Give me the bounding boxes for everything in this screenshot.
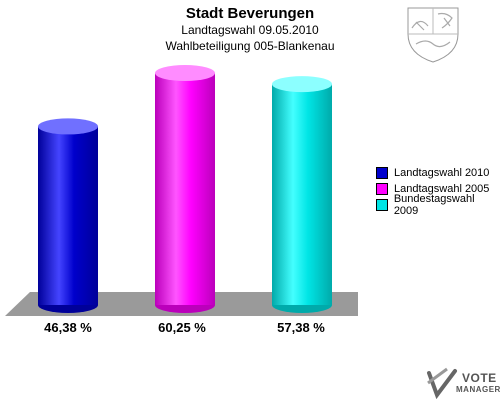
legend-item: Bundestagswahl 2009 — [376, 193, 500, 217]
coat-of-arms-icon — [407, 7, 459, 63]
chart-subtitle-election: Landtagswahl 09.05.2010 — [181, 23, 319, 37]
bars-group — [38, 65, 332, 313]
data-label: 57,38 % — [277, 320, 325, 335]
legend-swatch — [376, 167, 388, 179]
legend-label: Landtagswahl 2005 — [394, 183, 490, 195]
bar-top — [38, 118, 98, 135]
legend-item: Landtagswahl 2010 — [376, 165, 500, 181]
chart-title: Stadt Beverungen — [185, 5, 315, 22]
logo-text-manager: MANAGER — [456, 385, 500, 394]
bar-2 — [155, 65, 215, 313]
logo-text-vote: VOTE — [462, 371, 497, 385]
data-label: 46,38 % — [44, 320, 92, 335]
bar-1 — [38, 118, 98, 313]
legend-swatch — [376, 199, 388, 211]
legend-swatch — [376, 183, 388, 195]
bar-body — [272, 84, 332, 305]
chart-subtitle-turnout: Wahlbeteiligung 005-Blankenau — [165, 39, 335, 53]
bar-3 — [272, 76, 332, 313]
legend-label: Landtagswahl 2010 — [394, 167, 490, 179]
bar-body — [38, 126, 98, 305]
bar-top — [272, 76, 332, 93]
votemanager-logo-icon — [427, 367, 457, 400]
bar-body — [155, 73, 215, 305]
bar-top — [155, 65, 215, 82]
legend-item: Landtagswahl 2005 — [376, 181, 500, 197]
legend-label: Bundestagswahl 2009 — [393, 193, 475, 217]
data-label: 60,25 % — [158, 320, 206, 335]
legend: Landtagswahl 2010 Landtagswahl 2005 Bund… — [376, 165, 500, 217]
